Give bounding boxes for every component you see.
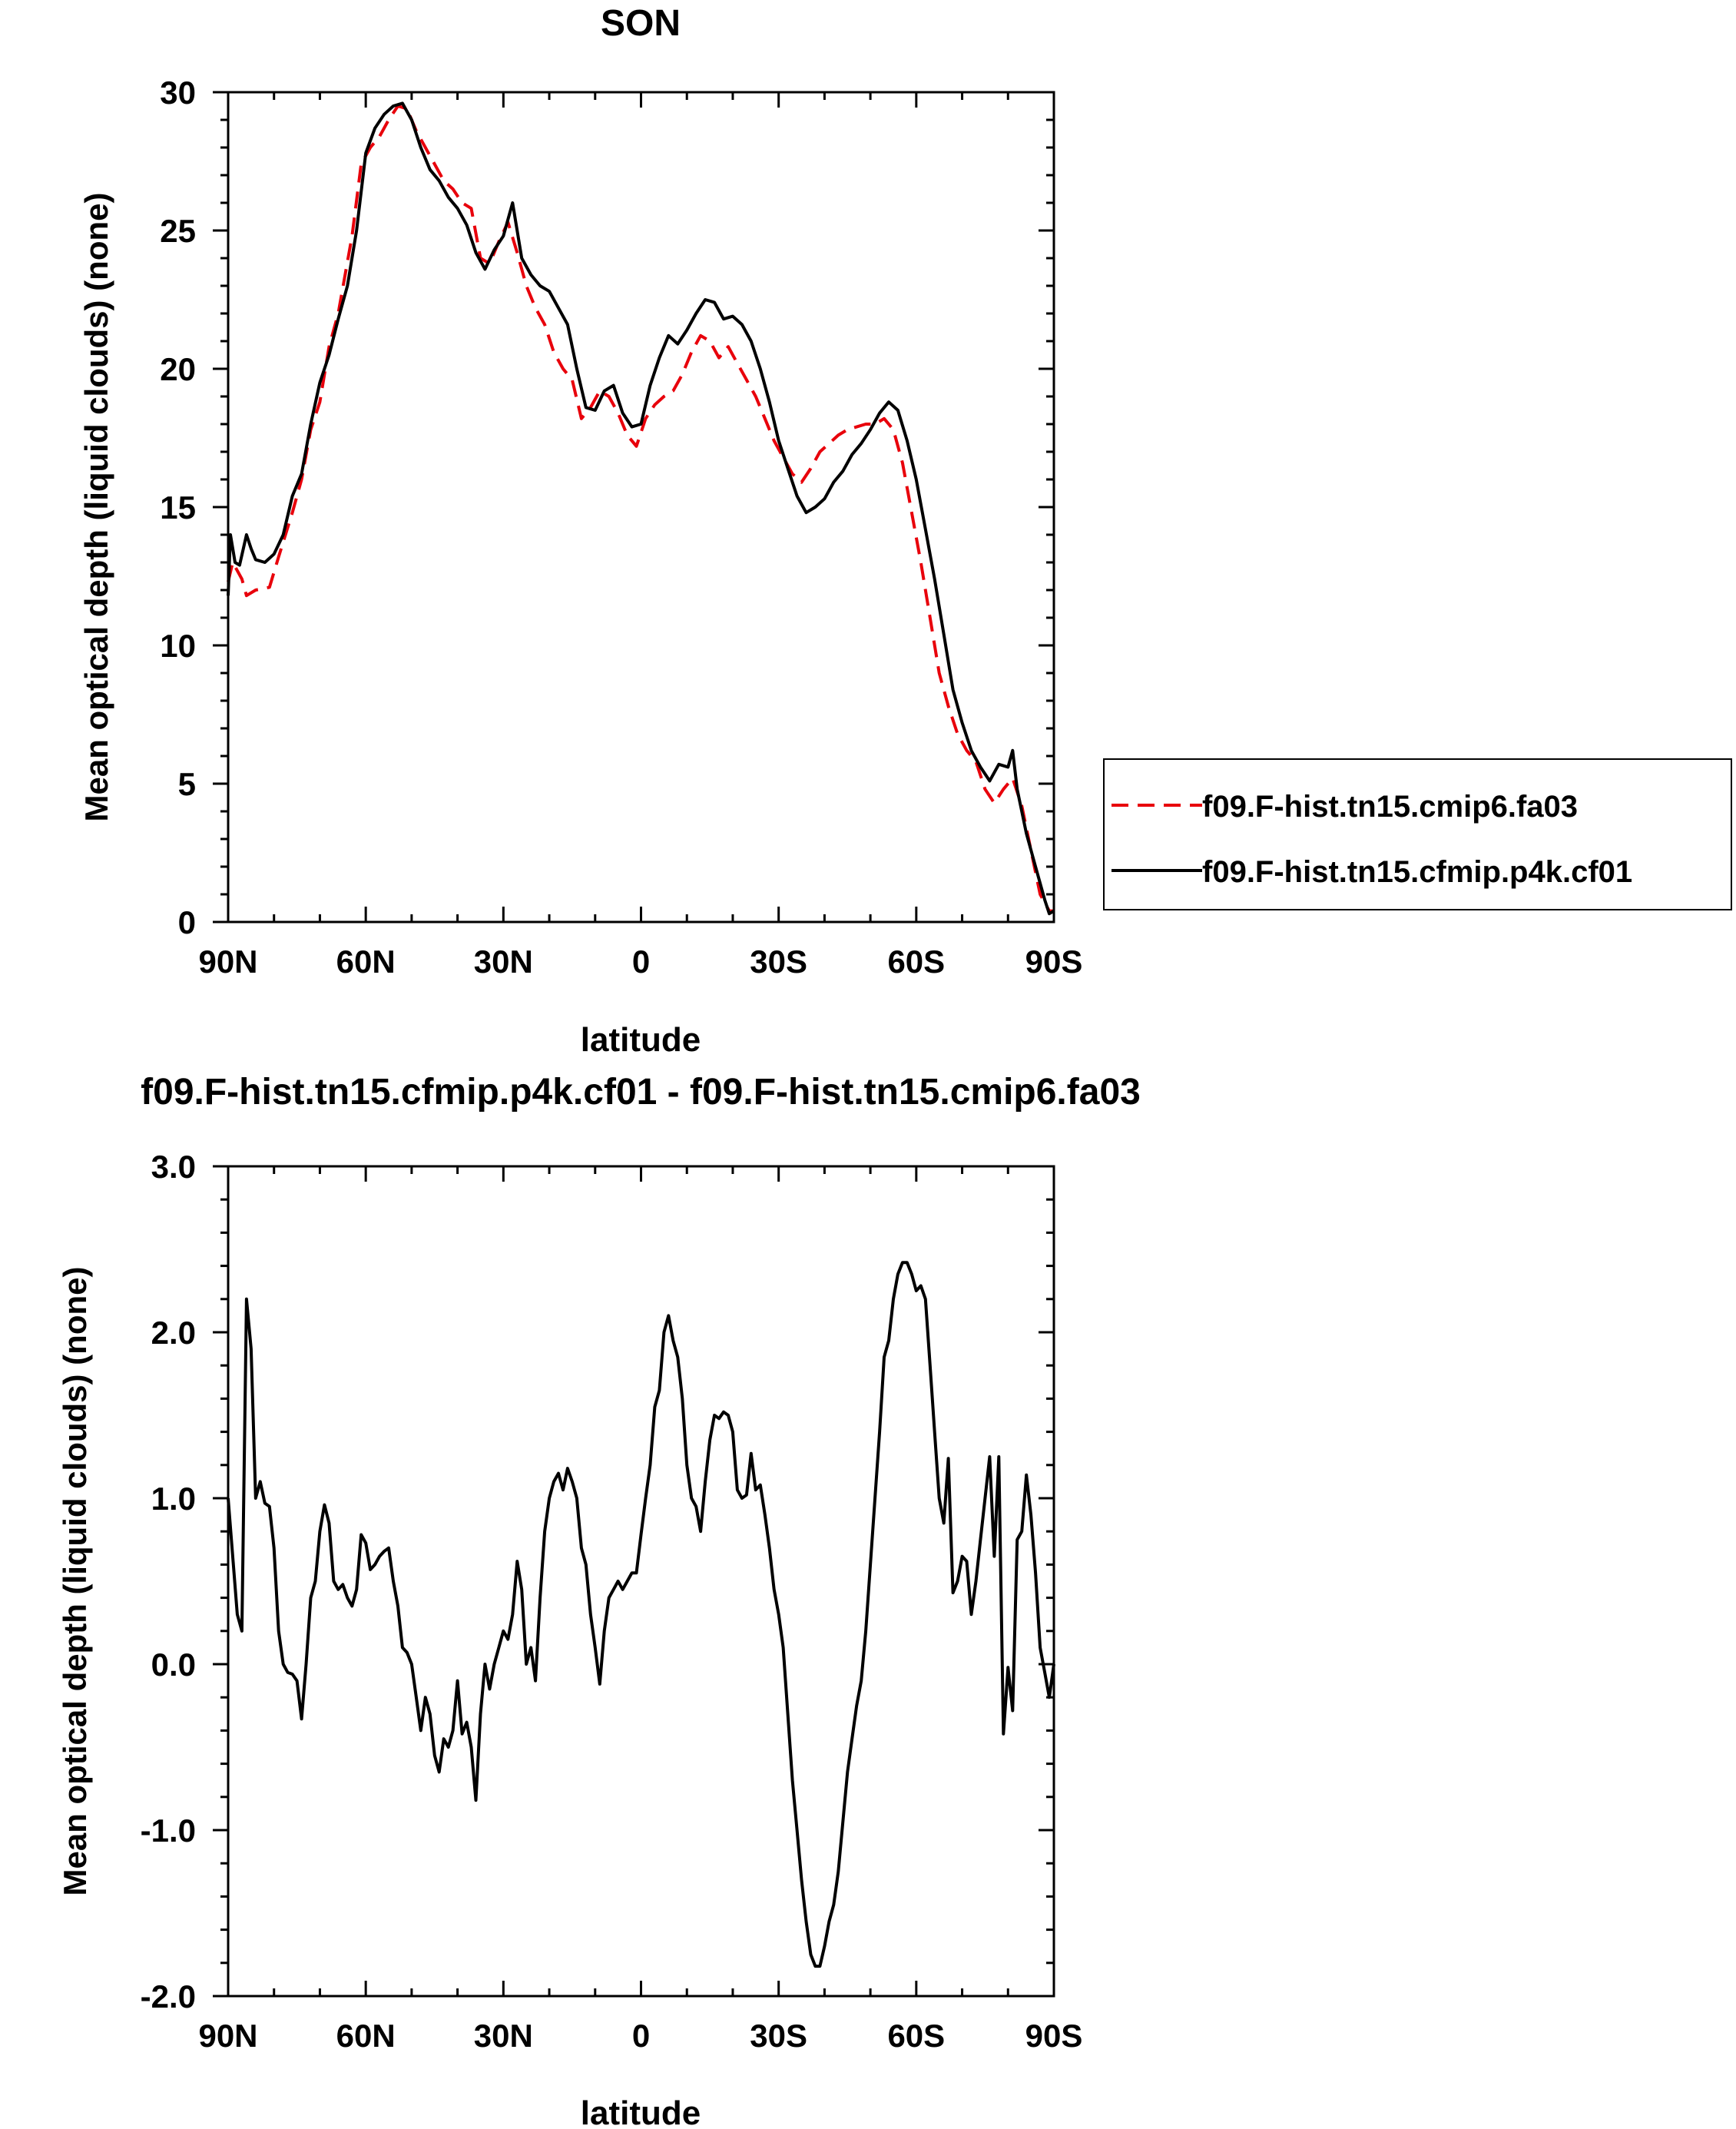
bottom-chart-xtick-label: 60S xyxy=(887,2018,945,2054)
legend-label-fa03: f09.F-hist.tn15.cmip6.fa03 xyxy=(1202,790,1578,824)
bottom-chart-xtick-label: 90S xyxy=(1025,2018,1083,2054)
top-chart-series-line-0 xyxy=(227,104,1054,913)
top-chart-xlabel: latitude xyxy=(581,1021,701,1059)
top-chart-ytick-label: 25 xyxy=(160,213,196,249)
top-chart-xtick-label: 30N xyxy=(474,943,533,980)
top-chart-ytick-label: 30 xyxy=(160,75,196,111)
legend-box xyxy=(1103,758,1732,910)
top-chart-xtick-label: 30S xyxy=(750,943,807,980)
top-chart-series-line-1 xyxy=(227,101,1055,916)
legend: f09.F-hist.tn15.cmip6.fa03 f09.F-hist.tn… xyxy=(1103,758,1732,910)
top-chart-xtick-label: 60S xyxy=(887,943,945,980)
top-chart-ytick-label: 20 xyxy=(160,351,196,387)
bottom-chart-xtick-label: 90N xyxy=(198,2018,257,2054)
bottom-chart-series-line-0 xyxy=(227,1261,1055,1968)
bottom-chart-ytick-label: -1.0 xyxy=(141,1812,196,1849)
bottom-chart-ytick-label: 0.0 xyxy=(151,1646,196,1683)
bottom-chart-xtick-label: 30S xyxy=(750,2018,807,2054)
bottom-chart-series xyxy=(227,1261,1055,1968)
bottom-chart-title: f09.F-hist.tn15.cfmip.p4k.cf01 - f09.F-h… xyxy=(141,1072,1141,1113)
top-chart-series xyxy=(227,101,1055,916)
bottom-chart-panel: f09.F-hist.tn15.cfmip.p4k.cf01 - f09.F-h… xyxy=(57,1072,1141,2129)
top-chart-title: SON xyxy=(601,3,681,44)
top-chart-ytick-label: 15 xyxy=(160,489,196,526)
top-chart-panel: SON 90N 60N 30N 0 30S 60S 90S 0 5 10 15 20 25 30 lati… xyxy=(78,3,1082,1059)
top-chart-plot-frame xyxy=(227,91,1055,924)
bottom-chart-ytick-label: 1.0 xyxy=(151,1481,196,1517)
top-chart-xtick-label: 0 xyxy=(632,943,650,980)
top-chart-ytick-label: 0 xyxy=(178,904,196,940)
bottom-chart-xtick-label: 30N xyxy=(474,2018,533,2054)
top-chart-xtick-label: 90S xyxy=(1025,943,1083,980)
top-chart-ytick-label: 10 xyxy=(160,628,196,664)
bottom-chart-ytick-label: 2.0 xyxy=(151,1315,196,1351)
bottom-chart-ylabel: Mean optical depth (liquid clouds) (none… xyxy=(57,1267,93,1896)
top-chart-xtick-label: 60N xyxy=(336,943,396,980)
bottom-chart-plot-frame xyxy=(227,1165,1055,1998)
bottom-chart-ticks: 90N 60N 30N 0 30S 60S 90S -2.0 -1.0 0.0 1.0 2.0 3.0 xyxy=(141,1149,1083,2054)
bottom-chart-xtick-label: 60N xyxy=(336,2018,396,2054)
top-chart-ticks: 90N 60N 30N 0 30S 60S 90S 0 5 10 15 20 25 30 xyxy=(160,75,1082,980)
top-chart-xtick-label: 90N xyxy=(198,943,257,980)
top-chart-ylabel: Mean optical depth (liquid clouds) (none… xyxy=(78,193,114,822)
bottom-chart-ytick-label: -2.0 xyxy=(141,1978,196,2015)
top-chart-ytick-label: 5 xyxy=(178,766,196,802)
bottom-chart-xlabel: latitude xyxy=(581,2094,701,2129)
bottom-chart-ytick-label: 3.0 xyxy=(151,1149,196,1185)
legend-label-cf01: f09.F-hist.tn15.cfmip.p4k.cf01 xyxy=(1202,855,1632,889)
bottom-chart-xtick-label: 0 xyxy=(632,2018,650,2054)
